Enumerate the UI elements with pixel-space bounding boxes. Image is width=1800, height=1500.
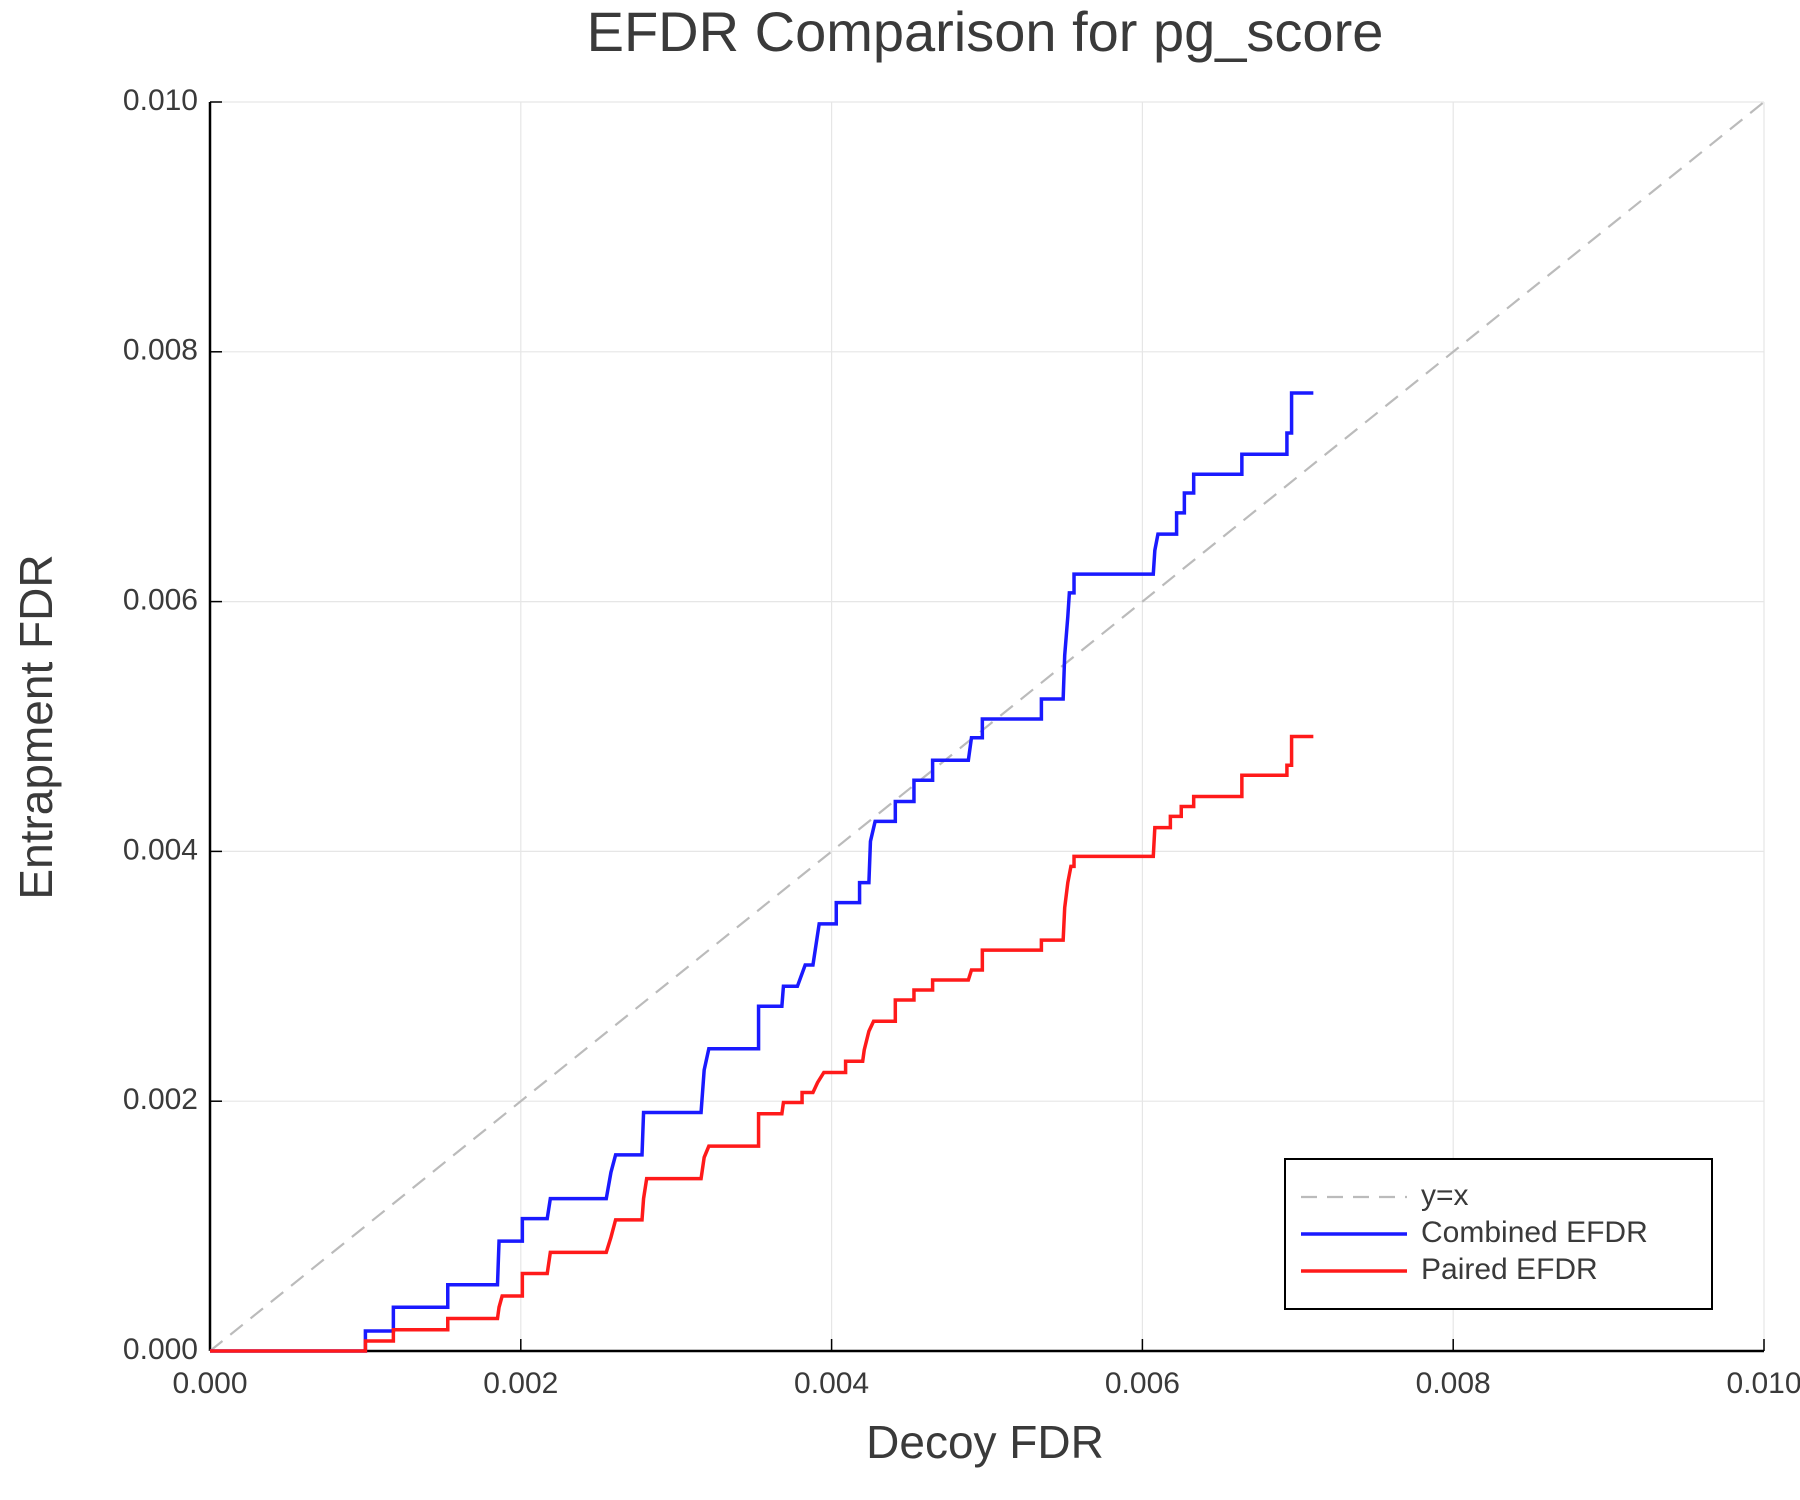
legend-label: y=x [1421,1179,1469,1212]
x-tick-label: 0.006 [1105,1367,1180,1400]
x-tick-label: 0.004 [794,1367,869,1400]
y-tick-label: 0.004 [123,833,198,866]
chart-title: EFDR Comparison for pg_score [587,0,1384,63]
series-line [209,101,1765,1352]
x-tick-label: 0.010 [1726,1367,1800,1400]
series-line [210,391,1314,1353]
legend-label: Paired EFDR [1421,1253,1598,1286]
y-tick-label: 0.002 [123,1083,198,1116]
x-tick-label: 0.000 [172,1367,247,1400]
y-axis-label: Entrapment FDR [10,554,62,899]
x-axis-label: Decoy FDR [866,1416,1104,1468]
x-tick-label: 0.002 [483,1367,558,1400]
series-line [210,734,1314,1353]
legend-label: Combined EFDR [1421,1216,1648,1249]
y-tick-label: 0.010 [123,84,198,117]
y-tick-label: 0.000 [123,1333,198,1366]
y-tick-label: 0.008 [123,334,198,367]
x-tick-label: 0.008 [1416,1367,1491,1400]
y-tick-label: 0.006 [123,584,198,617]
